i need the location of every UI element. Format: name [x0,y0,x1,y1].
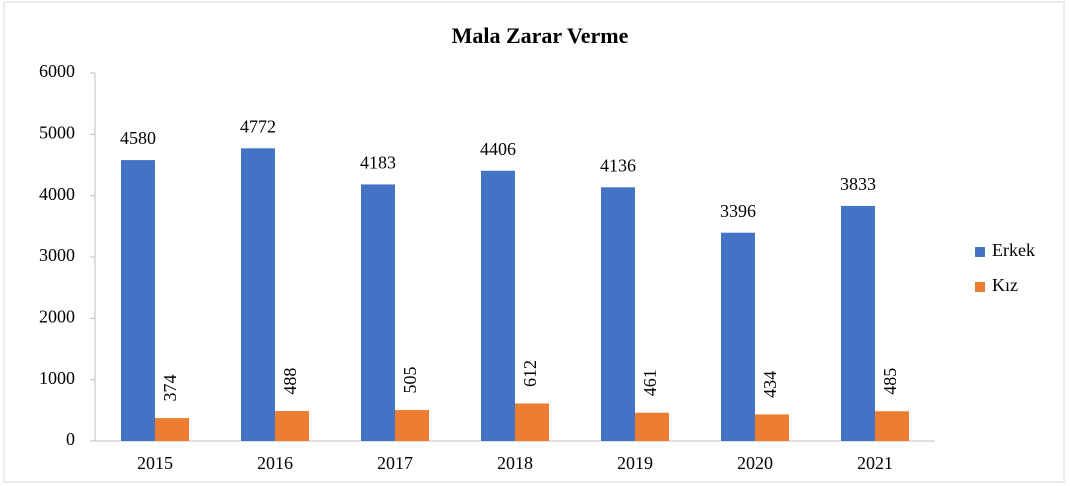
y-tick-label: 5000 [39,122,75,142]
bar [275,411,309,441]
legend-swatch [975,247,985,257]
x-tick-label: 2018 [497,453,533,473]
chart-title: Mala Zarar Verme [452,23,629,48]
data-label: 612 [520,360,540,387]
bar [841,205,875,441]
bar [875,411,909,441]
data-label: 485 [880,368,900,395]
y-tick-label: 6000 [39,61,75,81]
data-label: 461 [640,369,660,396]
bar [481,170,515,442]
x-tick-label: 2019 [617,453,653,473]
data-label: 4136 [600,155,636,175]
data-label: 4772 [240,116,276,136]
chart-border [3,1,1065,483]
y-tick-label: 3000 [39,245,75,265]
bar [515,403,549,441]
bar [241,148,275,442]
data-label: 434 [760,371,780,398]
data-label: 4580 [120,128,156,148]
bar [155,418,189,441]
bar [721,232,755,441]
x-tick-label: 2016 [257,453,293,473]
bar [601,187,635,441]
bar [121,160,155,442]
legend-label: Kız [992,275,1018,295]
x-tick-label: 2017 [377,453,413,473]
data-label: 374 [160,375,180,402]
y-tick-label: 2000 [39,306,75,326]
x-tick-label: 2015 [137,453,173,473]
bar [395,410,429,441]
data-label: 3396 [720,201,756,221]
bar [755,414,789,441]
data-label: 4183 [360,153,396,173]
legend-swatch [975,282,985,292]
y-tick-label: 0 [66,429,75,449]
x-tick-label: 2020 [737,453,773,473]
bar [635,412,669,441]
data-label: 488 [280,368,300,395]
data-label: 4406 [480,139,516,159]
y-tick-label: 1000 [39,368,75,388]
bar [361,184,395,441]
legend-label: Erkek [992,240,1035,260]
data-label: 505 [400,367,420,394]
x-tick-label: 2021 [857,453,893,473]
data-label: 3833 [840,174,876,194]
y-tick-label: 4000 [39,184,75,204]
